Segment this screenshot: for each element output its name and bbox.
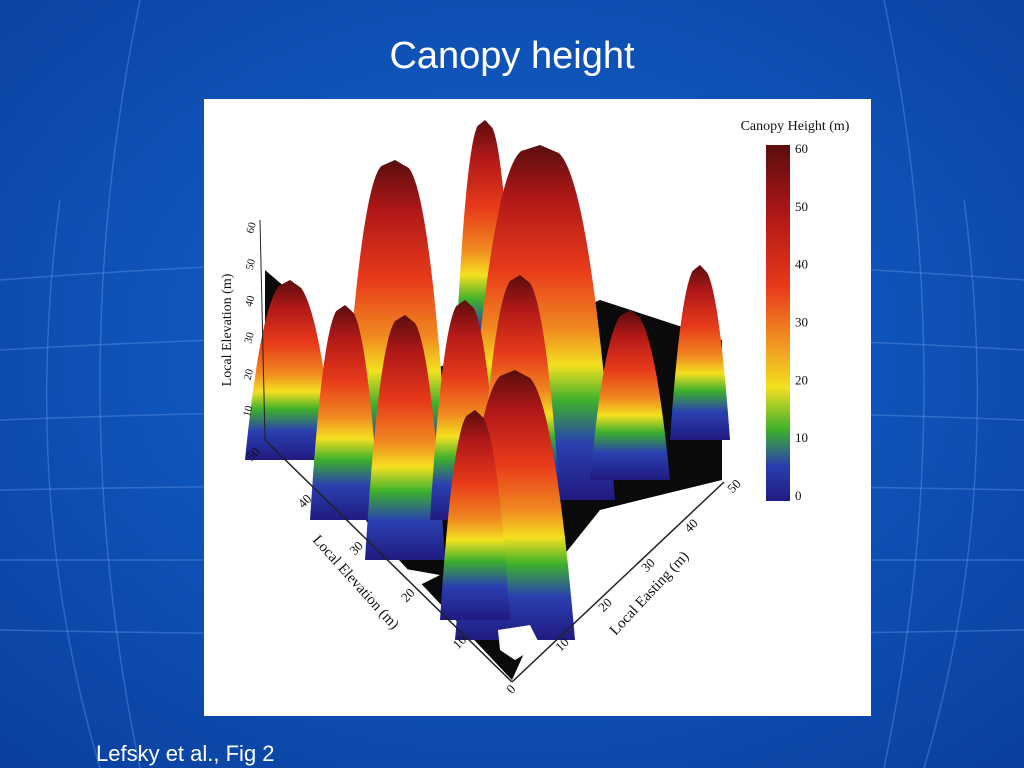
colorbar-title: Canopy Height (m) bbox=[741, 119, 850, 134]
colorbar-tick-label: 60 bbox=[795, 141, 808, 156]
colorbar-tick-label: 20 bbox=[795, 372, 808, 387]
surface-gap bbox=[400, 568, 440, 585]
vertical-axis-line bbox=[259, 219, 266, 441]
right-axis-line bbox=[511, 481, 725, 683]
vertical-axis-tick-label: 60 bbox=[244, 221, 259, 235]
surface-plot bbox=[245, 120, 730, 680]
vertical-axis-tick-label: 50 bbox=[244, 257, 259, 271]
surface-peak bbox=[590, 310, 670, 480]
colorbar-tick-label: 10 bbox=[795, 430, 808, 445]
vertical-axis-tick-label: 10 bbox=[241, 404, 256, 418]
vertical-axis-tick-label: 20 bbox=[242, 367, 257, 381]
vertical-axis-label: Local Elevation (m) bbox=[220, 273, 235, 386]
vertical-axis-tick-label: 30 bbox=[242, 331, 257, 345]
caption: Lefsky et al., Fig 2 bbox=[96, 741, 275, 766]
surface-peak bbox=[440, 410, 510, 620]
surface-peak bbox=[310, 305, 380, 520]
slide-title: Canopy height bbox=[389, 35, 635, 77]
vertical-axis-tick-label: 40 bbox=[243, 294, 258, 308]
colorbar bbox=[766, 145, 790, 501]
colorbar-tick-label: 50 bbox=[795, 199, 808, 214]
surface-peak bbox=[245, 280, 335, 460]
left-axis-line bbox=[264, 439, 513, 683]
surface-peak bbox=[365, 315, 445, 560]
colorbar-tick-label: 0 bbox=[795, 488, 802, 503]
colorbar-tick-label: 30 bbox=[795, 314, 808, 329]
surface-peak bbox=[670, 265, 730, 440]
colorbar-tick-label: 40 bbox=[795, 257, 808, 272]
surface-gap bbox=[498, 625, 540, 660]
